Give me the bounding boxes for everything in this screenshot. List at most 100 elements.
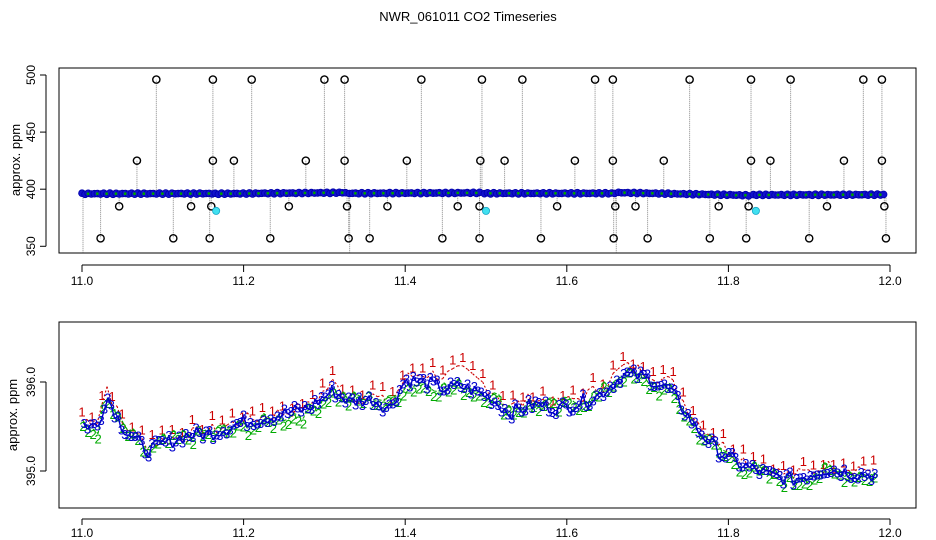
series-symbol: 3 bbox=[233, 416, 240, 431]
series-line bbox=[137, 435, 143, 442]
series-symbol: 3 bbox=[579, 386, 586, 401]
series-line bbox=[588, 390, 595, 402]
series-line bbox=[343, 391, 350, 402]
series-symbol: 3 bbox=[162, 434, 169, 449]
series-symbol: 1 bbox=[720, 426, 727, 441]
series-line bbox=[257, 413, 264, 423]
series-line bbox=[412, 374, 418, 378]
series-line bbox=[402, 372, 409, 384]
series-line bbox=[171, 441, 177, 449]
series-line bbox=[117, 411, 124, 424]
outlier-point bbox=[152, 75, 161, 84]
data-point-accent bbox=[878, 193, 882, 197]
series-symbol: 1 bbox=[639, 359, 646, 374]
series-symbol: 1 bbox=[349, 382, 356, 397]
series-line bbox=[608, 381, 615, 388]
data-point-accent bbox=[381, 191, 385, 195]
series-line bbox=[161, 440, 166, 443]
series-line bbox=[622, 361, 629, 366]
series-symbol: 3 bbox=[854, 471, 861, 486]
series-symbol: 3 bbox=[444, 382, 451, 397]
series-line bbox=[219, 431, 224, 437]
series-symbol: 3 bbox=[301, 398, 308, 413]
series-line bbox=[97, 403, 104, 434]
data-point-accent bbox=[734, 193, 738, 197]
series-line bbox=[307, 401, 313, 404]
series-line bbox=[762, 468, 767, 472]
series-line bbox=[392, 401, 397, 406]
data-point-accent bbox=[526, 191, 529, 195]
series-symbol: 1 bbox=[319, 375, 326, 390]
series-line bbox=[789, 472, 795, 486]
series-line bbox=[365, 395, 370, 402]
series-symbol: 2 bbox=[480, 395, 487, 410]
series-symbol: 3 bbox=[189, 430, 196, 445]
data-point-accent bbox=[600, 191, 604, 195]
data-point-accent bbox=[372, 191, 376, 195]
data-point-accent bbox=[507, 191, 511, 195]
outlier-point bbox=[169, 233, 178, 243]
series-symbol: 2 bbox=[315, 406, 322, 421]
series-symbol: 2 bbox=[120, 421, 127, 436]
series-line bbox=[511, 404, 516, 420]
series-line bbox=[629, 369, 635, 374]
series-symbol: 1 bbox=[359, 387, 366, 402]
series-line bbox=[283, 418, 289, 422]
series-symbol: 2 bbox=[435, 389, 442, 404]
series-symbol: 1 bbox=[309, 387, 316, 402]
series-symbol: 2 bbox=[255, 420, 262, 435]
series-symbol: 2 bbox=[245, 428, 252, 443]
series-line bbox=[498, 394, 505, 410]
data-point-accent bbox=[744, 193, 747, 197]
series-line bbox=[422, 378, 428, 390]
series-symbol: 3 bbox=[413, 374, 420, 389]
series-symbol: 2 bbox=[190, 437, 197, 452]
outlier-point bbox=[881, 233, 891, 243]
series-line bbox=[792, 478, 798, 486]
series-symbol: 3 bbox=[155, 433, 162, 448]
series-symbol: 3 bbox=[264, 415, 271, 430]
series-line bbox=[492, 392, 499, 398]
series-line bbox=[331, 385, 336, 399]
series-symbol: 2 bbox=[510, 407, 517, 422]
series-symbol: 2 bbox=[260, 411, 267, 426]
series-symbol: 3 bbox=[220, 424, 227, 439]
series-symbol: 3 bbox=[861, 469, 868, 484]
data-point-accent bbox=[257, 192, 260, 195]
series-line bbox=[768, 468, 775, 475]
series-line bbox=[218, 424, 224, 427]
series-line bbox=[100, 409, 106, 422]
series-symbol: 2 bbox=[590, 389, 597, 404]
series-symbol: 2 bbox=[380, 399, 387, 414]
series-symbol: 3 bbox=[566, 405, 573, 420]
outlier-point bbox=[659, 156, 669, 165]
series-line bbox=[192, 425, 199, 440]
series-line bbox=[256, 415, 263, 422]
series-line bbox=[126, 429, 133, 436]
bottom-x-tick-label: 11.0 bbox=[71, 526, 94, 540]
series-symbol: 1 bbox=[770, 462, 777, 477]
series-symbol: 1 bbox=[589, 370, 596, 385]
data-point-accent bbox=[474, 191, 478, 195]
series-line bbox=[868, 468, 874, 472]
series-line bbox=[405, 379, 411, 388]
series-symbol: 2 bbox=[295, 413, 302, 428]
series-symbol: 2 bbox=[771, 467, 778, 482]
data-point-accent bbox=[851, 193, 854, 197]
series-symbol: 2 bbox=[235, 418, 242, 433]
data-point-accent bbox=[758, 193, 761, 197]
series-line bbox=[701, 435, 706, 442]
series-symbol: 3 bbox=[223, 426, 230, 441]
series-symbol: 2 bbox=[450, 382, 457, 397]
series-symbol: 3 bbox=[776, 468, 783, 483]
series-line bbox=[192, 428, 197, 439]
series-line bbox=[586, 405, 591, 408]
series-symbol: 1 bbox=[88, 410, 95, 425]
series-symbol: 3 bbox=[746, 459, 753, 474]
series-line bbox=[724, 452, 730, 460]
outlier-point bbox=[822, 202, 832, 211]
series-symbol: 3 bbox=[518, 404, 525, 419]
series-line bbox=[221, 424, 228, 429]
data-point-accent bbox=[716, 193, 719, 197]
outlier-point bbox=[714, 202, 724, 211]
